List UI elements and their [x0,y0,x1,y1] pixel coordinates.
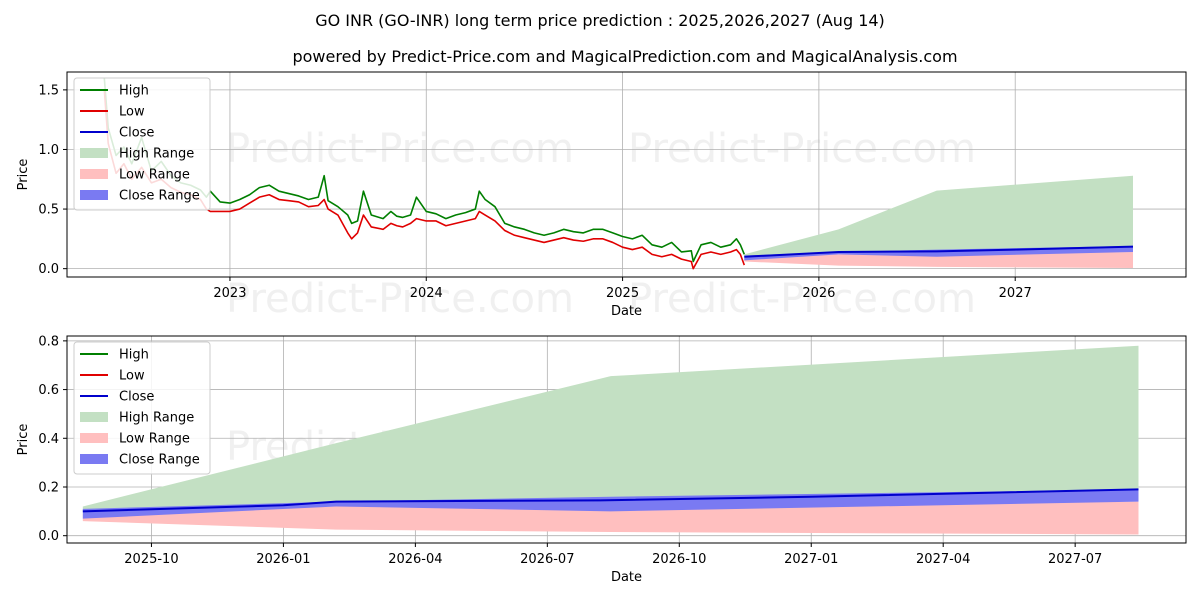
legend-swatch-close-range [80,190,108,200]
legend: High Low Close High Range Low Range Close Ran… [73,77,211,211]
legend-label: Low Range [119,432,190,447]
high-range-band [744,175,1133,257]
legend-label: Low [119,369,145,384]
plot-area [103,77,1134,270]
y-tick-label: 0.5 [38,203,59,218]
x-tick-label: 2026-10 [652,552,706,567]
x-tick-label: 2027-04 [916,552,970,567]
legend-label: High [119,84,149,99]
y-tick-label: 0.6 [38,383,59,398]
chart-subtitle: powered by Predict-Price.com and Magical… [292,47,957,66]
x-axis-label: Date [611,304,642,319]
y-tick-label: 0.4 [38,432,59,447]
x-tick-label: 2025 [606,286,639,301]
x-tick-label: 2023 [213,286,246,301]
y-tick-label: 0.8 [38,334,59,349]
close-range-band [82,489,1139,519]
axes-frame [66,335,1187,544]
high-range-band [82,345,1139,512]
legend-swatch-low-range [80,433,108,443]
y-axis: 0.0 0.5 1.0 1.5 [38,83,67,277]
legend-swatch-high-range [80,148,108,158]
y-tick-label: 0.0 [38,529,59,544]
close-series-line [744,245,1134,258]
y-tick-label: 0.0 [38,262,59,277]
x-tick-label: 2024 [410,286,443,301]
y-tick-label: 1.0 [38,143,59,158]
watermark-text: Predict-Price.com [628,276,976,322]
x-tick-label: 2026 [802,286,835,301]
plot-area [82,345,1139,535]
watermark-text: Predict-Price.com [226,126,574,172]
legend-label: High Range [119,147,194,162]
watermark-text: Predict-Price.com [226,276,574,322]
x-tick-label: 2026-01 [256,552,310,567]
x-tick-label: 2027-01 [784,552,838,567]
legend-label: Close Range [119,189,200,204]
legend-label: Low [119,105,145,120]
chart-title: GO INR (GO-INR) long term price predicti… [315,11,885,30]
low-range-band [744,251,1133,269]
legend-label: High Range [119,411,194,426]
close-series-line [82,488,1139,513]
legend-swatch-close-range [80,454,108,464]
bottom-chart-panel: 2025-10 2026-01 2026-04 2026-07 2026-10 2027-… [16,334,1187,585]
x-axis: 2023 2024 2025 2026 2027 [213,277,1032,301]
y-tick-label: 0.2 [38,480,59,495]
x-tick-label: 2027-07 [1048,552,1102,567]
legend-label: Close Range [119,453,200,468]
y-tick-label: 1.5 [38,83,59,98]
y-axis: 0.0 0.2 0.4 0.6 0.8 [38,334,67,544]
x-axis-label: Date [611,570,642,585]
legend-label: Low Range [119,168,190,183]
legend: High Low Close High Range Low Range Close Ran… [73,341,211,475]
x-axis: 2025-10 2026-01 2026-04 2026-07 2026-10 2027-… [124,543,1102,567]
watermark-text: Predict-Price.com [628,126,976,172]
axes-frame [66,71,1187,278]
x-tick-label: 2026-07 [520,552,574,567]
legend-label: Close [119,126,154,141]
legend-swatch-low-range [80,169,108,179]
y-axis-label: Price [16,424,31,456]
legend-label: High [119,348,149,363]
top-chart-panel: 2023 2024 2025 2026 2027 0.0 0.5 1.0 1.5 Date Pric… [16,71,1187,319]
legend-label: Close [119,390,154,405]
x-tick-label: 2025-10 [124,552,178,567]
x-tick-label: 2027 [999,286,1032,301]
low-range-band [82,501,1139,535]
x-tick-label: 2026-04 [388,552,442,567]
legend-swatch-high-range [80,412,108,422]
y-axis-label: Price [16,159,31,191]
